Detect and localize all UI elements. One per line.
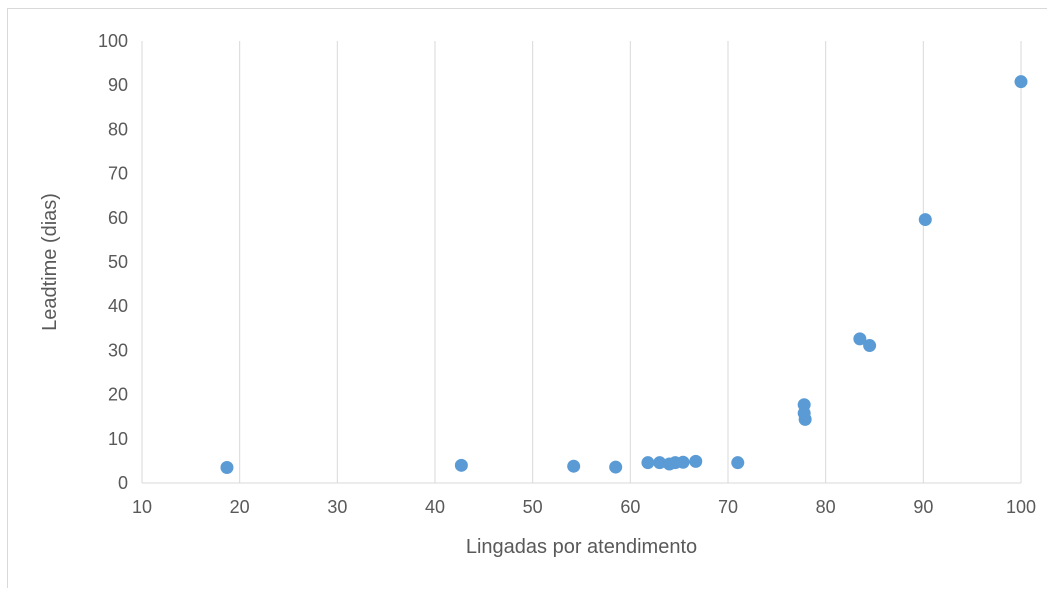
y-tick-label: 80 xyxy=(108,119,128,139)
data-point xyxy=(689,454,703,468)
grid-lines xyxy=(239,41,1022,483)
y-tick-label: 40 xyxy=(108,296,128,316)
data-point xyxy=(918,213,932,227)
y-tick-label: 10 xyxy=(108,429,128,449)
y-tick-label: 50 xyxy=(108,252,128,272)
y-tick-label: 30 xyxy=(108,340,128,360)
data-points xyxy=(220,75,1028,475)
data-point xyxy=(454,458,468,472)
x-axis-title: Lingadas por atendimento xyxy=(466,536,697,558)
data-point xyxy=(567,459,581,473)
x-tick-label: 10 xyxy=(132,497,152,517)
x-tick-label: 80 xyxy=(816,497,836,517)
data-point xyxy=(863,339,877,353)
y-tick-label: 0 xyxy=(118,473,128,493)
data-point xyxy=(798,412,812,426)
x-tick-label: 70 xyxy=(718,497,738,517)
chart-frame: 10 20 30 40 50 60 70 80 90 100 0 10 20 30 40 50 60 70 80 90… xyxy=(7,8,1047,588)
data-point xyxy=(653,456,667,470)
tick-labels: 10 20 30 40 50 60 70 80 90 1000102030405060708090… xyxy=(98,31,1036,517)
data-point xyxy=(676,455,690,469)
x-tick-label: 90 xyxy=(913,497,933,517)
y-tick-label: 70 xyxy=(108,164,128,184)
scatter-chart: 10 20 30 40 50 60 70 80 90 1000102030405060708090… xyxy=(39,31,1036,558)
data-point xyxy=(220,461,234,475)
x-tick-label: 100 xyxy=(1006,497,1036,517)
y-tick-label: 60 xyxy=(108,208,128,228)
x-tick-label: 40 xyxy=(425,497,445,517)
x-tick-label: 60 xyxy=(620,497,640,517)
axes xyxy=(141,41,1021,484)
x-tick-label: 50 xyxy=(523,497,543,517)
data-point xyxy=(609,460,623,474)
y-tick-label: 100 xyxy=(98,31,128,51)
data-point xyxy=(641,456,655,470)
data-point xyxy=(1014,75,1028,89)
y-tick-label: 20 xyxy=(108,385,128,405)
x-tick-label: 30 xyxy=(327,497,347,517)
y-tick-label: 90 xyxy=(108,75,128,95)
data-point xyxy=(731,456,745,470)
data-point xyxy=(853,332,867,346)
x-tick-label: 20 xyxy=(230,497,250,517)
y-axis-title: Leadtime (dias) xyxy=(39,193,61,331)
